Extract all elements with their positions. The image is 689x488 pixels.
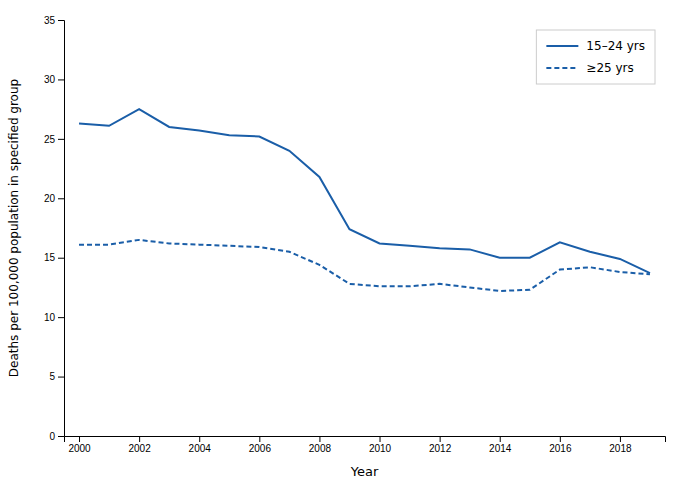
- y-tick-label: 30: [44, 74, 56, 85]
- x-tick-mark: [560, 436, 561, 442]
- y-tick: 10: [44, 312, 64, 323]
- legend-label: ≥25 yrs: [586, 61, 633, 75]
- x-axis: 2000 2002 2004 2006 2008 2010 2012 2014 2016 2018: [65, 436, 666, 454]
- x-tick-label: 2016: [549, 443, 572, 454]
- x-tick-label: 2008: [309, 443, 332, 454]
- y-tick-label: 20: [44, 193, 56, 204]
- legend-swatch: [546, 67, 578, 69]
- series-group: [79, 109, 650, 291]
- x-tick: 2008: [309, 436, 332, 454]
- x-tick: 2004: [189, 436, 212, 454]
- y-tick-mark: [58, 377, 64, 378]
- y-tick-mark: [58, 79, 64, 80]
- y-tick-mark: [58, 198, 64, 199]
- x-tick-label: 2000: [68, 443, 91, 454]
- x-tick-mark: [319, 436, 320, 442]
- y-tick: 35: [44, 15, 64, 26]
- x-axis-title: Year: [350, 464, 379, 479]
- y-tick-label: 15: [44, 252, 56, 263]
- series-line: [79, 240, 650, 291]
- x-tick: 2014: [489, 436, 512, 454]
- y-axis-title: Deaths per 100,000 population in specifi…: [7, 79, 21, 377]
- x-tick-mark: [500, 436, 501, 442]
- x-tick-label: 2002: [129, 443, 152, 454]
- legend: 15–24 yrs ≥25 yrs: [536, 30, 655, 84]
- plot: 2000200220042006200820102012201420162018…: [44, 15, 666, 454]
- y-tick-label: 5: [49, 371, 55, 382]
- legend-item: 15–24 yrs: [546, 39, 645, 53]
- legend-box: [536, 30, 655, 84]
- y-tick: 20: [44, 193, 64, 204]
- x-tick-mark: [440, 436, 441, 442]
- y-tick-mark: [58, 436, 64, 437]
- y-axis-line: [58, 21, 65, 437]
- x-tick-label: 2014: [489, 443, 512, 454]
- y-tick-mark: [58, 20, 64, 21]
- x-tick: 2010: [369, 436, 392, 454]
- x-tick: 2018: [609, 436, 632, 454]
- x-tick-label: 2004: [189, 443, 212, 454]
- y-tick: 30: [44, 74, 64, 85]
- y-axis: 0 5 10 15 20 25 30 35: [44, 15, 65, 442]
- y-tick-mark: [58, 317, 64, 318]
- x-tick-mark: [199, 436, 200, 442]
- legend-swatch: [546, 45, 578, 47]
- x-tick-mark: [139, 436, 140, 442]
- y-tick: 5: [49, 371, 64, 382]
- y-tick: 0: [49, 431, 64, 442]
- x-axis-line: [65, 437, 666, 443]
- series-line: [79, 109, 650, 273]
- y-tick-label: 0: [49, 431, 55, 442]
- y-tick-mark: [58, 258, 64, 259]
- x-tick-label: 2006: [249, 443, 272, 454]
- x-tick: 2016: [549, 436, 572, 454]
- y-tick-label: 10: [44, 312, 56, 323]
- x-tick-mark: [620, 436, 621, 442]
- y-tick: 15: [44, 252, 64, 263]
- x-tick-mark: [79, 436, 80, 442]
- chart: 2000200220042006200820102012201420162018…: [0, 0, 689, 488]
- legend-label: 15–24 yrs: [586, 39, 645, 53]
- x-tick-mark: [259, 436, 260, 442]
- legend-item: ≥25 yrs: [546, 61, 633, 75]
- x-tick: 2000: [68, 436, 91, 454]
- x-tick-label: 2010: [369, 443, 392, 454]
- y-tick-mark: [58, 139, 64, 140]
- x-tick-mark: [380, 436, 381, 442]
- x-tick-label: 2012: [429, 443, 452, 454]
- x-tick: 2002: [129, 436, 152, 454]
- y-tick-label: 25: [44, 134, 56, 145]
- x-tick-label: 2018: [609, 443, 632, 454]
- x-tick: 2012: [429, 436, 452, 454]
- y-tick-label: 35: [44, 15, 56, 26]
- x-tick: 2006: [249, 436, 272, 454]
- y-tick: 25: [44, 134, 64, 145]
